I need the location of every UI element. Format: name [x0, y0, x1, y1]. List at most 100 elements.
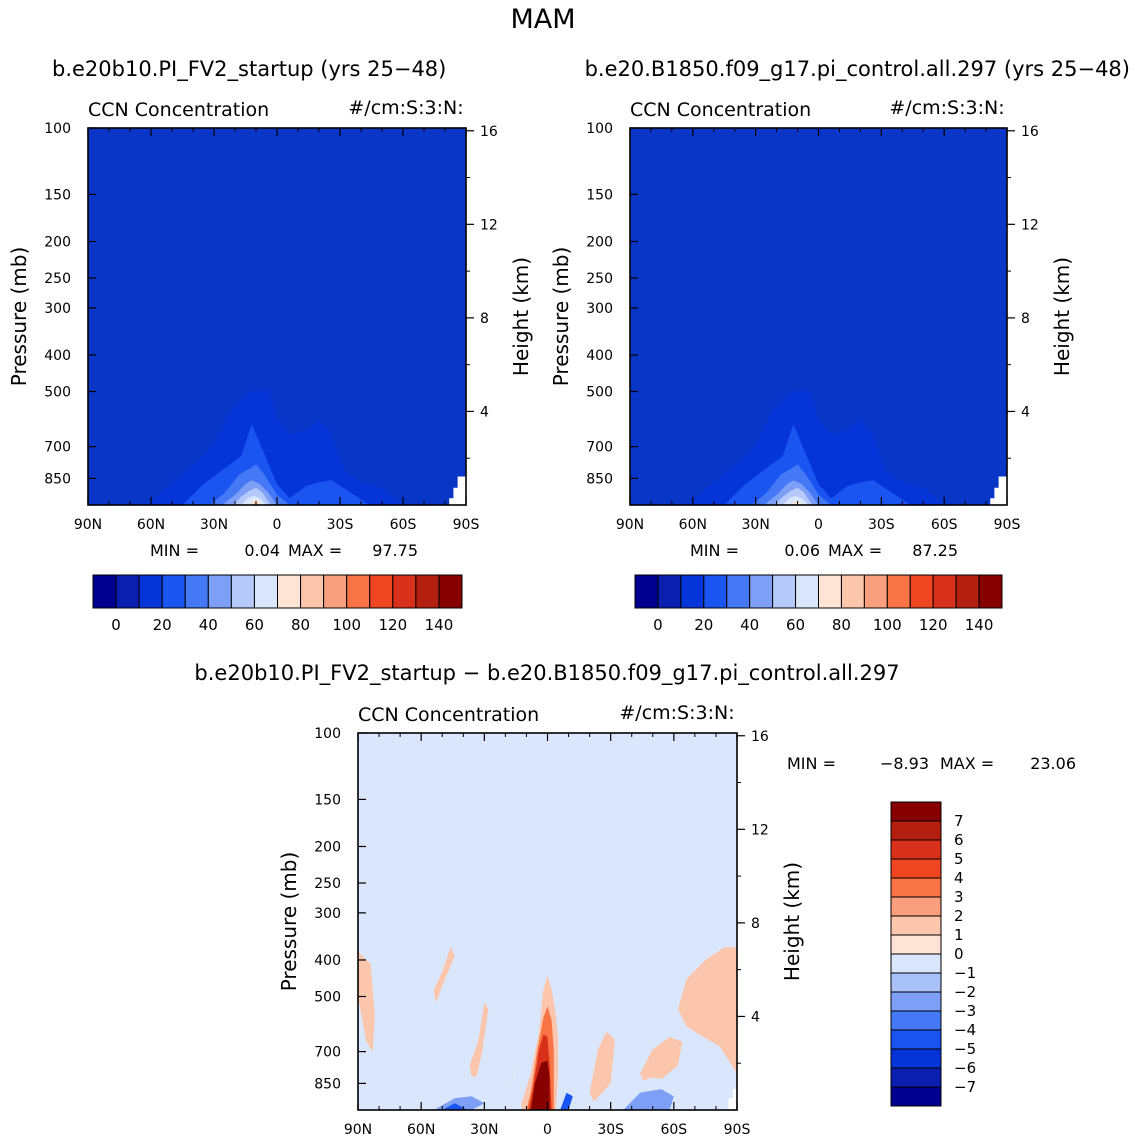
y-tick-label: 300	[314, 906, 341, 922]
colorbar-label: 5	[954, 850, 964, 868]
colorbar-box	[890, 801, 942, 822]
colorbar-label: −6	[954, 1059, 976, 1077]
height-tick-label: 4	[1021, 404, 1030, 420]
y-tick-label: 500	[314, 990, 341, 1006]
height-tick-label: 8	[751, 916, 760, 932]
colorbar-label: 40	[199, 616, 218, 634]
colorbar-label: 60	[245, 616, 264, 634]
height-tick-label: 16	[480, 124, 498, 140]
anomaly-negative-17	[560, 1092, 573, 1110]
anomaly-positive-7	[678, 947, 737, 1074]
panels-layer: 90N 60N 30N 0 30S 60S 90S100150200250300400500…	[7, 97, 1076, 1138]
max-label: MAX =	[288, 541, 342, 560]
y-tick-label: 150	[586, 187, 613, 203]
y-tick-label: 100	[314, 726, 341, 742]
x-tick-label: 90N	[74, 517, 102, 533]
colorbar-label: 120	[378, 616, 407, 634]
min-value: 0.04	[244, 541, 280, 560]
colorbar-label: 4	[954, 869, 964, 887]
colorbar-label: 60	[786, 616, 805, 634]
y-tick-label: 250	[44, 271, 71, 287]
max-value: 97.75	[372, 541, 418, 560]
y-tick-label: 200	[44, 234, 71, 250]
colorbar-box	[92, 574, 117, 609]
anomaly-positive-5	[589, 1031, 615, 1102]
colorbar-label: −4	[954, 1021, 976, 1039]
y-tick-label: 150	[44, 187, 71, 203]
height-tick-label: 4	[480, 404, 489, 420]
colorbar-label: 20	[694, 616, 713, 634]
colorbar-box	[890, 915, 942, 936]
colorbar-box	[323, 574, 348, 609]
x-tick-label: 90N	[616, 517, 644, 533]
colorbar-box	[890, 972, 942, 993]
colorbar-label: 140	[965, 616, 994, 634]
colorbar-box	[886, 574, 911, 609]
variable-label: CCN Concentration	[358, 704, 539, 726]
y-tick-label: 100	[586, 121, 613, 137]
colorbar-box	[890, 1029, 942, 1050]
figure-title: MAM	[510, 4, 575, 35]
colorbar-box	[680, 574, 705, 609]
colorbar-box	[749, 574, 774, 609]
anomaly-negative-11	[400, 1069, 523, 1110]
max-value: 23.06	[1030, 754, 1076, 773]
colorbar-box	[703, 574, 728, 609]
right-case-title: b.e20.B1850.f09_g17.pi_control.all.297 (…	[585, 57, 1130, 82]
height-tick-label: 8	[480, 311, 489, 327]
colorbar-label: −2	[954, 983, 976, 1001]
colorbar-box	[207, 574, 232, 609]
colorbar-box	[932, 574, 957, 609]
colorbar-label: −7	[954, 1078, 976, 1096]
anomaly-negative-16	[433, 1096, 485, 1110]
colorbar-box	[818, 574, 842, 609]
colorbar-box	[277, 574, 302, 609]
x-tick-label: 30S	[327, 517, 354, 533]
units-label: #/cm:S:3:N:	[348, 97, 463, 119]
colorbar-box	[890, 896, 942, 917]
height-tick-label: 12	[751, 822, 769, 838]
colorbar-box	[955, 574, 980, 609]
colorbar-box	[184, 574, 209, 609]
colorbar-box	[138, 574, 163, 609]
x-tick-label: 30N	[742, 517, 770, 533]
colorbar-label: 1	[954, 926, 964, 944]
colorbar-label: 100	[873, 616, 902, 634]
x-tick-label: 60S	[660, 1122, 687, 1138]
colorbar-label: −5	[954, 1040, 976, 1058]
panel-left: 90N 60N 30N 0 30S 60S 90S100150200250300400500…	[7, 97, 533, 634]
colorbar-label: 120	[919, 616, 948, 634]
x-tick-label: 0	[543, 1122, 552, 1138]
y2-axis-label: Height (km)	[1050, 257, 1074, 376]
left-case-title: b.e20b10.PI_FV2_startup (yrs 25−48)	[52, 57, 446, 82]
x-tick-label: 30S	[597, 1122, 624, 1138]
colorbar-box	[300, 574, 325, 609]
colorbar-label: 80	[832, 616, 851, 634]
x-tick-label: 60S	[931, 517, 958, 533]
anomaly-positive-1	[433, 947, 455, 1003]
colorbar-box	[890, 858, 942, 879]
colorbar-box	[634, 574, 659, 609]
contour-level-60	[782, 495, 808, 505]
colorbar-box	[253, 574, 278, 609]
y2-axis-label: Height (km)	[780, 862, 804, 981]
y-tick-label: 500	[586, 385, 613, 401]
units-label: #/cm:S:3:N:	[619, 702, 734, 724]
colorbar-box	[890, 991, 942, 1012]
x-tick-label: 60N	[137, 517, 165, 533]
missing-data-region	[990, 476, 1007, 505]
missing-data-region	[449, 476, 466, 505]
colorbar-box	[890, 820, 942, 841]
y-tick-label: 500	[44, 385, 71, 401]
x-tick-label: 60S	[390, 517, 417, 533]
height-tick-label: 4	[751, 1009, 760, 1025]
anomaly-negative-12	[497, 1015, 506, 1057]
x-tick-label: 60N	[679, 517, 707, 533]
y-tick-label: 850	[314, 1076, 341, 1092]
plot-area-right	[630, 128, 1007, 505]
y-tick-label: 150	[314, 792, 341, 808]
colorbar-label: 0	[111, 616, 121, 634]
x-tick-label: 90S	[724, 1122, 751, 1138]
x-tick-label: 0	[273, 517, 282, 533]
colorbar-box	[890, 1048, 942, 1069]
